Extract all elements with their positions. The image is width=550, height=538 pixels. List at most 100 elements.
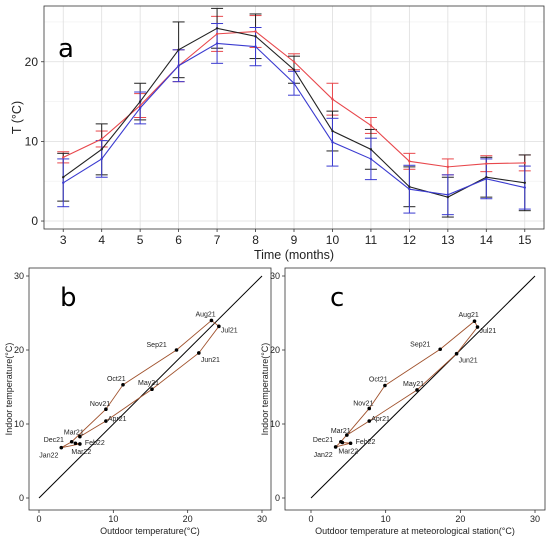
- data-point: [369, 148, 373, 151]
- panel-a-line-chart: 3 4 5 6 7 8 9 10 11 12 13 14 15 0 10 20 Time (months) T (…: [10, 5, 545, 262]
- point-label: Jan22: [314, 452, 333, 459]
- point-label: Jul21: [221, 327, 238, 334]
- point-label: Nov21: [353, 400, 373, 407]
- scatter-point: [367, 419, 372, 423]
- y-tick-label: 10: [14, 419, 24, 429]
- panel-b-scatter-chart: Mar21 Apr21 May21 Jun21 Jul21 Aug21 Sep21 Oct21…: [4, 267, 272, 536]
- x-tick-label: 11: [365, 233, 378, 247]
- x-axis-label: Outdoor temperature(°C): [100, 526, 200, 536]
- x-axis-label: Outdoor temperature at meteorological st…: [315, 526, 515, 536]
- x-tick-label: 0: [36, 514, 41, 524]
- point-label: Feb22: [356, 439, 376, 446]
- data-point: [331, 97, 334, 101]
- scatter-point: [345, 433, 349, 437]
- data-point: [485, 177, 488, 181]
- scatter-point: [104, 419, 108, 423]
- identity-line: [38, 275, 263, 499]
- data-point: [408, 185, 411, 188]
- identity-line: [310, 275, 536, 499]
- point-label: Apr21: [371, 416, 390, 423]
- scatter-point: [78, 434, 82, 439]
- data-point: [62, 181, 65, 185]
- x-axis-label: Time (months): [254, 248, 334, 262]
- panel-c-scatter-chart: Mar21 Apr21 May21 Jun21 Jul21 Aug21 Sep21 Oct21…: [260, 267, 546, 536]
- y-tick-label: 0: [31, 214, 38, 228]
- point-label: Jun21: [201, 357, 220, 364]
- scatter-point: [209, 318, 214, 323]
- scatter-point: [217, 324, 221, 329]
- point-label: Mar22: [71, 449, 91, 456]
- scatter-point: [197, 351, 201, 355]
- data-point: [331, 140, 334, 144]
- scatter-point: [59, 445, 64, 450]
- data-point: [408, 160, 411, 163]
- data-point: [138, 104, 142, 107]
- scatter-point: [104, 407, 108, 412]
- data-point: [292, 60, 296, 63]
- x-tick-label: 6: [175, 233, 182, 247]
- data-point: [177, 48, 180, 52]
- point-label: Feb22: [85, 440, 105, 447]
- point-label: Mar22: [338, 449, 358, 456]
- x-tick-label: 3: [60, 233, 67, 247]
- x-tick-label: 8: [252, 233, 259, 247]
- data-point: [100, 137, 103, 141]
- scatter-point: [150, 387, 154, 392]
- y-tick-label: 10: [270, 419, 280, 429]
- point-label: Dec21: [44, 437, 64, 444]
- y-axis-label: T (°C): [10, 101, 24, 134]
- y-tick-label: 30: [270, 271, 280, 281]
- data-point: [523, 186, 526, 189]
- point-label: May21: [403, 381, 424, 388]
- data-point: [408, 187, 411, 191]
- scatter-point: [174, 348, 179, 352]
- point-label: Nov21: [90, 401, 110, 408]
- data-point: [177, 64, 180, 67]
- y-tick-label: 0: [19, 493, 24, 503]
- data-point: [138, 106, 142, 110]
- data-point: [446, 165, 450, 169]
- data-point: [369, 157, 373, 161]
- y-axis-label: Indoor temperature(°C): [4, 343, 14, 436]
- point-label: May21: [138, 380, 159, 387]
- point-label: Apr21: [108, 416, 127, 423]
- point-label: Jun21: [459, 358, 478, 365]
- x-tick-label: 7: [214, 233, 221, 247]
- x-tick-label: 0: [308, 514, 313, 524]
- data-point: [369, 124, 373, 127]
- point-label: Mar21: [64, 430, 84, 437]
- x-tick-label: 9: [291, 233, 298, 247]
- data-point: [215, 32, 219, 36]
- data-point: [292, 68, 296, 71]
- x-tick-label: 20: [183, 514, 193, 524]
- data-point: [523, 161, 526, 165]
- x-tick-label: 13: [441, 233, 455, 247]
- y-tick-label: 20: [25, 55, 39, 69]
- x-tick-label: 15: [518, 233, 532, 247]
- data-point: [100, 157, 103, 161]
- scatter-point: [340, 440, 345, 445]
- data-point: [215, 42, 219, 45]
- x-tick-label: 4: [98, 233, 105, 247]
- point-label: Mar21: [331, 428, 351, 435]
- scatter-point: [454, 351, 459, 356]
- x-tick-label: 30: [257, 514, 267, 524]
- data-point: [446, 195, 450, 199]
- x-tick-label: 10: [326, 233, 340, 247]
- panel-label: a: [58, 34, 74, 64]
- y-tick-label: 20: [14, 345, 24, 355]
- scatter-point: [73, 441, 78, 446]
- y-tick-label: 10: [25, 134, 39, 148]
- data-point: [62, 156, 65, 159]
- point-label: Sep21: [147, 342, 167, 349]
- scatter-point: [367, 406, 372, 411]
- scatter-point: [472, 319, 477, 323]
- data-point: [62, 176, 65, 179]
- data-point: [138, 100, 142, 103]
- panel-label: c: [330, 283, 344, 313]
- x-tick-label: 5: [137, 233, 144, 247]
- point-label: Aug21: [459, 312, 479, 319]
- x-tick-label: 10: [381, 514, 391, 524]
- x-tick-label: 30: [530, 514, 540, 524]
- y-axis-label: Indoor temperature(°C): [260, 343, 270, 436]
